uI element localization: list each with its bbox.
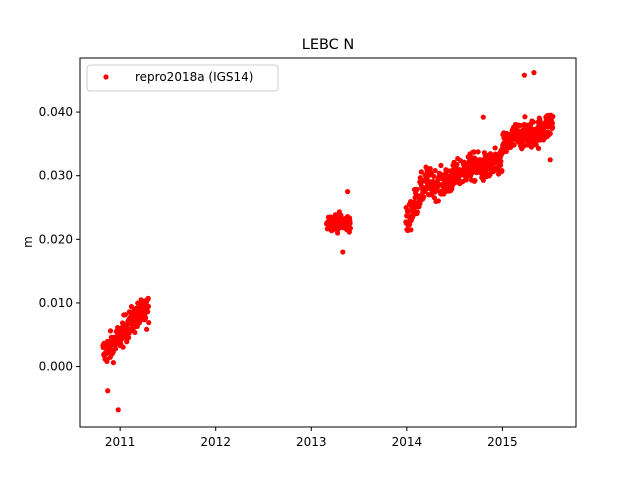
data-points <box>100 70 556 413</box>
x-tick-label: 2012 <box>200 435 231 449</box>
data-point <box>347 220 353 227</box>
data-point <box>511 142 517 148</box>
data-point <box>438 162 444 169</box>
data-point <box>112 346 119 352</box>
data-point <box>427 166 433 172</box>
data-point <box>492 145 498 151</box>
data-point <box>550 113 556 120</box>
data-point <box>535 145 542 151</box>
legend: repro2018a (IGS14) <box>86 64 279 92</box>
data-point <box>340 249 346 255</box>
data-point <box>521 72 527 78</box>
plot-frame <box>79 57 577 428</box>
data-point <box>406 208 412 214</box>
y-tick-label: 0.000 <box>39 360 73 374</box>
data-point <box>124 339 130 345</box>
data-point <box>122 312 129 318</box>
data-point <box>483 152 489 158</box>
chart-title: LEBC N <box>302 37 355 53</box>
data-point <box>414 186 420 193</box>
data-point <box>142 315 149 321</box>
data-point <box>135 300 141 306</box>
data-point <box>144 326 150 332</box>
data-point <box>418 169 424 175</box>
y-tick-label: 0.040 <box>39 105 73 119</box>
x-tick-label: 2011 <box>105 435 136 449</box>
data-point <box>471 149 477 155</box>
data-point <box>107 328 114 334</box>
data-point <box>421 194 427 200</box>
y-tick-label: 0.030 <box>39 169 73 183</box>
data-point <box>125 334 132 341</box>
data-point <box>522 114 528 120</box>
data-point <box>547 130 553 137</box>
data-point <box>140 300 146 306</box>
data-point <box>120 344 126 350</box>
data-point <box>408 227 414 233</box>
data-point <box>145 309 151 315</box>
data-point <box>503 148 509 154</box>
data-point <box>334 230 341 236</box>
y-tick-label: 0.010 <box>39 296 73 310</box>
data-point <box>499 167 505 174</box>
data-point <box>531 70 537 76</box>
data-point <box>550 124 556 131</box>
data-point <box>105 388 111 394</box>
data-point <box>498 158 504 164</box>
x-axis: 2011 2012 2013 2014 2015 <box>105 427 518 449</box>
data-point <box>132 329 138 335</box>
data-point <box>435 198 441 204</box>
data-point <box>126 309 132 315</box>
data-point <box>472 155 478 161</box>
data-point <box>347 225 353 231</box>
data-point <box>145 295 151 301</box>
data-point <box>115 407 121 413</box>
legend-marker <box>103 74 109 80</box>
y-axis-label: m <box>21 236 35 248</box>
data-point <box>146 319 152 326</box>
data-point <box>414 209 420 215</box>
x-tick-label: 2014 <box>392 435 423 449</box>
x-tick-label: 2013 <box>296 435 327 449</box>
data-point <box>432 189 438 195</box>
legend-label: repro2018a (IGS14) <box>135 70 253 84</box>
data-point <box>110 360 116 366</box>
data-point <box>480 114 486 120</box>
data-point <box>475 149 481 155</box>
y-tick-label: 0.020 <box>39 232 73 246</box>
data-point <box>454 161 460 168</box>
data-point <box>145 303 152 310</box>
data-point <box>530 119 536 125</box>
legend-box <box>86 64 279 92</box>
data-point <box>547 157 553 163</box>
data-point <box>417 200 423 207</box>
data-point <box>498 162 504 168</box>
data-point <box>344 189 351 195</box>
data-point <box>431 173 437 180</box>
data-point <box>432 168 438 174</box>
data-point <box>487 171 493 178</box>
data-point <box>549 120 555 126</box>
y-axis: 0.000 0.010 0.020 0.030 0.040 <box>39 105 80 374</box>
x-tick-label: 2015 <box>487 435 518 449</box>
data-point <box>472 178 478 184</box>
